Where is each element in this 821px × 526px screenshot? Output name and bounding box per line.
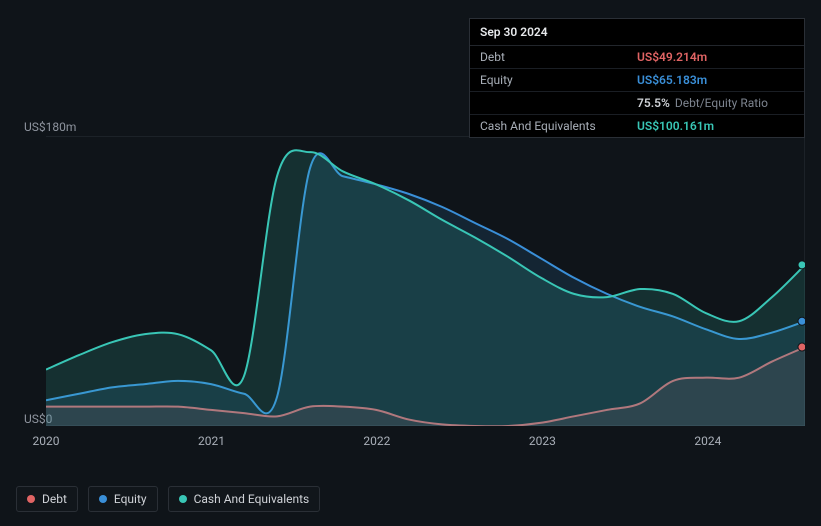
legend-item-equity[interactable]: Equity xyxy=(88,486,158,512)
chart-area: US$180m US$0 20202021202220232024 xyxy=(16,126,805,446)
tooltip-value: US$65.183m xyxy=(637,73,794,87)
plot[interactable] xyxy=(46,136,805,426)
legend-label: Equity xyxy=(114,492,147,506)
tooltip-label: Debt xyxy=(480,50,637,64)
tooltip-date: Sep 30 2024 xyxy=(470,19,804,46)
tooltip-row-cash: Cash And Equivalents US$100.161m xyxy=(470,115,804,137)
x-tick: 2020 xyxy=(33,434,60,448)
y-axis-label-top: US$180m xyxy=(24,120,76,134)
tooltip-row-equity: Equity US$65.183m xyxy=(470,69,804,92)
x-tick: 2024 xyxy=(694,434,721,448)
legend: Debt Equity Cash And Equivalents xyxy=(16,486,320,512)
tooltip-label: Cash And Equivalents xyxy=(480,119,637,133)
tooltip-row-ratio: 75.5% Debt/Equity Ratio xyxy=(470,92,804,115)
x-tick: 2021 xyxy=(198,434,225,448)
x-tick: 2023 xyxy=(529,434,556,448)
end-marker-debt xyxy=(798,343,805,351)
chart-container: Sep 30 2024 Debt US$49.214m Equity US$65… xyxy=(0,0,821,526)
tooltip-value: US$49.214m xyxy=(637,50,794,64)
tooltip-value: US$100.161m xyxy=(637,119,794,133)
chart-svg xyxy=(46,136,805,426)
series-area-cash xyxy=(46,150,805,426)
ratio-label: Debt/Equity Ratio xyxy=(675,96,768,110)
x-axis: 20202021202220232024 xyxy=(46,434,805,452)
legend-item-debt[interactable]: Debt xyxy=(16,486,78,512)
tooltip-panel: Sep 30 2024 Debt US$49.214m Equity US$65… xyxy=(469,18,805,138)
tooltip-value-ratio: 75.5% Debt/Equity Ratio xyxy=(637,96,794,110)
tooltip-label xyxy=(480,96,637,110)
tooltip-row-debt: Debt US$49.214m xyxy=(470,46,804,69)
tooltip-label: Equity xyxy=(480,73,637,87)
x-tick: 2022 xyxy=(363,434,390,448)
legend-dot-icon xyxy=(27,495,35,503)
legend-dot-icon xyxy=(99,495,107,503)
legend-label: Cash And Equivalents xyxy=(194,492,310,506)
end-marker-cash xyxy=(798,261,805,269)
legend-label: Debt xyxy=(42,492,67,506)
legend-dot-icon xyxy=(179,495,187,503)
legend-item-cash[interactable]: Cash And Equivalents xyxy=(168,486,321,512)
ratio-pct: 75.5% xyxy=(637,96,670,110)
end-marker-equity xyxy=(798,317,805,325)
